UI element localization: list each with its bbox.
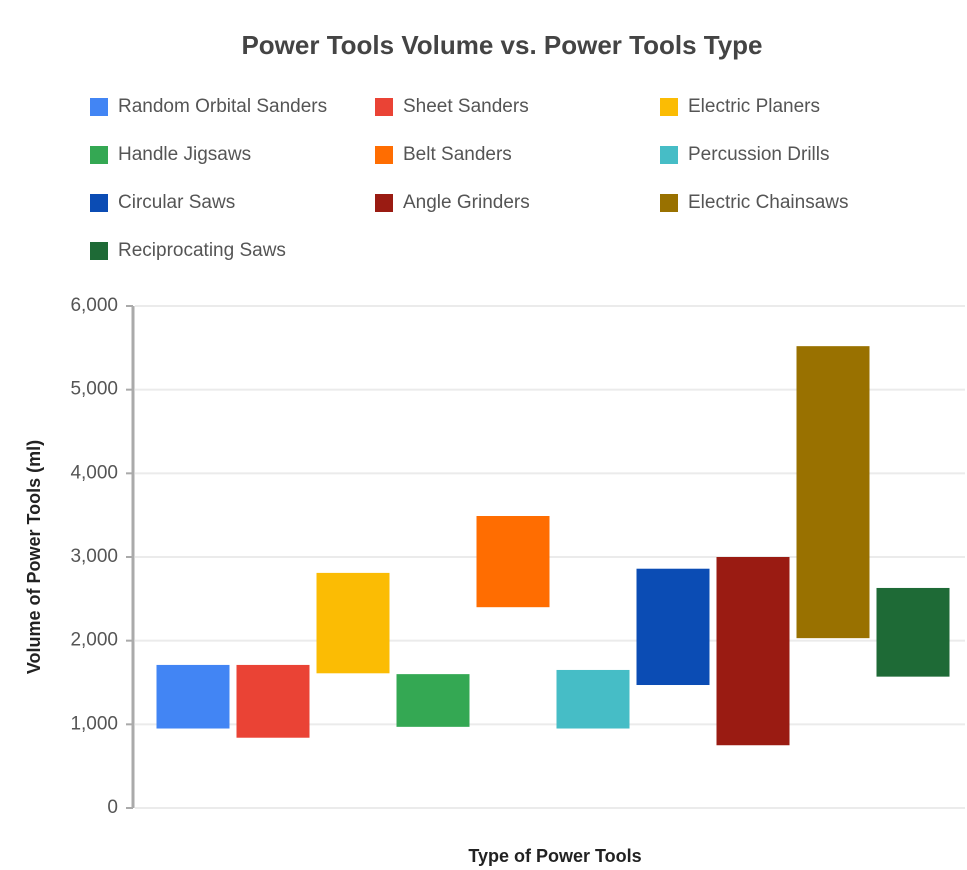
bar [636,568,710,686]
y-axis-title: Volume of Power Tools (ml) [24,440,44,674]
bar [316,572,390,674]
legend-label: Random Orbital Sanders [118,96,327,117]
bar [796,346,870,639]
legend-swatch [660,146,678,164]
y-tick-label: 1,000 [70,713,118,734]
chart-title: Power Tools Volume vs. Power Tools Type [241,30,762,60]
bar [716,557,790,746]
bar [556,669,630,729]
legend-label: Percussion Drills [688,144,829,165]
y-tick-label: 6,000 [70,295,118,316]
y-tick-label: 0 [107,797,118,818]
bar [476,516,550,608]
legend-swatch [90,242,108,260]
legend-swatch [375,146,393,164]
legend-swatch [375,194,393,212]
bar [396,674,470,727]
y-tick-label: 2,000 [70,630,118,651]
y-tick-label: 3,000 [70,546,118,567]
legend-swatch [90,146,108,164]
legend-label: Electric Planers [688,96,820,117]
legend-swatch [660,98,678,116]
bar [876,587,950,677]
legend-swatch [90,98,108,116]
bar [236,664,310,738]
legend-label: Reciprocating Saws [118,240,286,261]
legend-label: Sheet Sanders [403,96,529,117]
legend-label: Electric Chainsaws [688,192,849,213]
legend-label: Handle Jigsaws [118,144,251,165]
y-tick-label: 4,000 [70,462,118,483]
legend-swatch [90,194,108,212]
y-tick-label: 5,000 [70,379,118,400]
legend-swatch [660,194,678,212]
legend-swatch [375,98,393,116]
legend-label: Circular Saws [118,192,235,213]
legend-label: Angle Grinders [403,192,530,213]
x-axis-title: Type of Power Tools [468,846,641,866]
bar [156,664,230,729]
legend-label: Belt Sanders [403,144,512,165]
